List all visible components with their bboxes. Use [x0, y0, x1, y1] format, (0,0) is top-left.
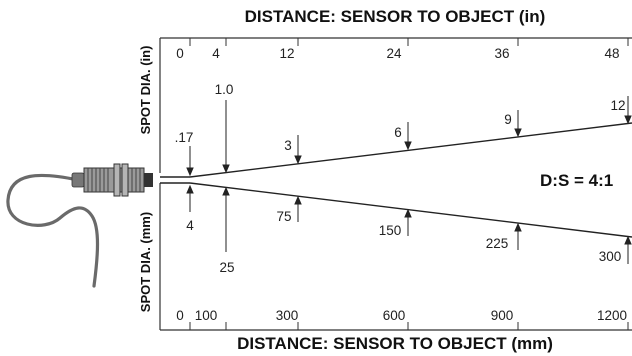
diagram-frame: [159, 37, 632, 331]
cone-upper-line: [189, 122, 632, 178]
sensor-nut: [121, 163, 129, 197]
spot-in-label: 1.0: [215, 82, 234, 97]
sensor-lens-tip: [144, 173, 153, 187]
top-tick-label: 48: [604, 46, 619, 61]
cone-lower-line: [189, 182, 632, 238]
spot-in-arrow-head: [294, 155, 302, 165]
sensor-strain-relief: [71, 172, 85, 188]
bottom-tick-label: 100: [195, 308, 218, 323]
spot-in-labels: .17 1.0 3 6 9 12: [175, 82, 626, 153]
sensor-thread: [87, 168, 141, 192]
top-tick-label: 0: [176, 46, 184, 61]
spot-in-label: 12: [610, 98, 625, 113]
bottom-axis-title: DISTANCE: SENSOR TO OBJECT (mm): [237, 334, 553, 353]
bottom-tick-label: 900: [491, 308, 514, 323]
spot-in-label: 6: [394, 125, 402, 140]
bottom-tick-label: 1200: [597, 308, 627, 323]
spot-arrows: [186, 96, 632, 264]
sensor-nut: [113, 163, 121, 197]
spot-in-arrow-head: [514, 128, 522, 138]
spot-mm-arrow-head: [294, 195, 302, 205]
spot-in-arrow-head: [222, 164, 230, 174]
top-tick-label: 24: [386, 46, 402, 61]
spot-in-label: 9: [504, 112, 512, 127]
spot-in-label: .17: [175, 130, 194, 145]
spot-mm-label: 4: [186, 218, 194, 233]
spot-in-label: 3: [284, 138, 292, 153]
left-top-axis-label: SPOT DIA. (in): [138, 46, 153, 135]
top-tick-labels: 0 4 12 24 36 48: [176, 46, 619, 61]
spot-mm-label: 225: [486, 236, 509, 251]
tick-marks: [189, 38, 629, 330]
spot-in-arrow-head: [404, 141, 412, 151]
spot-cone: [160, 122, 632, 238]
spot-mm-labels: 4 25 75 150 225 300: [186, 209, 621, 275]
spot-mm-label: 300: [599, 249, 622, 264]
bottom-tick-labels: 0 100 300 600 900 1200: [176, 308, 627, 323]
spot-mm-arrow-head: [624, 235, 632, 245]
spot-mm-label: 25: [219, 260, 234, 275]
sensor-icon: [6, 163, 153, 288]
top-axis-title: DISTANCE: SENSOR TO OBJECT (in): [245, 7, 546, 26]
top-tick-label: 36: [494, 46, 509, 61]
spot-mm-arrow-head: [514, 222, 522, 232]
bottom-tick-label: 300: [276, 308, 299, 323]
sensor-cable: [6, 173, 100, 288]
bottom-tick-label: 0: [176, 308, 184, 323]
spot-in-arrow-head: [186, 167, 194, 177]
spot-mm-label: 75: [276, 209, 291, 224]
spot-mm-label: 150: [379, 223, 402, 238]
spot-in-arrow-head: [624, 115, 632, 125]
left-bottom-axis-label: SPOT DIA. (mm): [138, 212, 153, 312]
top-tick-label: 4: [212, 46, 220, 61]
bottom-tick-label: 600: [383, 308, 406, 323]
top-tick-label: 12: [279, 46, 294, 61]
spot-mm-arrow-head: [404, 208, 412, 218]
distance-to-spot-ratio: D:S = 4:1: [540, 171, 613, 190]
spot-mm-arrow-head: [186, 184, 194, 194]
spot-mm-arrow-head: [222, 186, 230, 196]
